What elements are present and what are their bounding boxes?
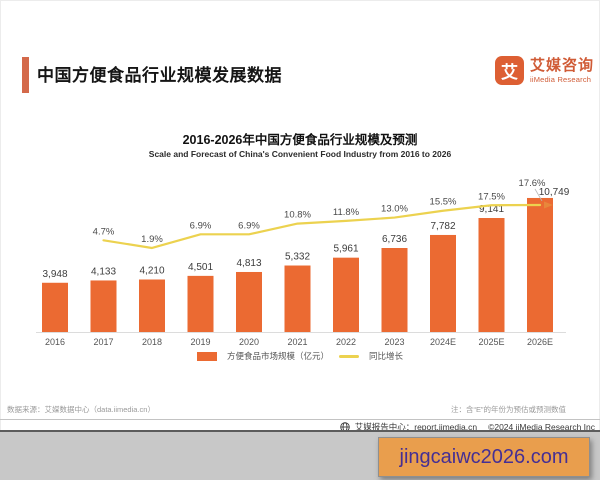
growth-label-leader [534, 188, 543, 202]
footer-divider [0, 419, 600, 420]
bar-2022 [333, 257, 359, 332]
growth-label-2019: 6.9% [190, 220, 212, 231]
axis-label-2019: 2019 [190, 337, 210, 347]
chart-subtitle: Scale and Forecast of China's Convenient… [148, 149, 452, 159]
bar-2025E [478, 218, 505, 332]
axis-label-2024E: 2024E [430, 337, 456, 347]
axis-label-2023: 2023 [384, 337, 404, 347]
axis-label-2026E: 2026E [527, 337, 553, 347]
bar-value-2018: 4,210 [139, 266, 164, 277]
iimedia-logo: 艾 艾媒咨询 iiMedia Research [495, 56, 594, 85]
bar-line-chart: 3,948 2016 4,133 2017 4,210 2018 4,501 2019 4,81… [36, 178, 570, 347]
bar-legend-label: 方便食品市场规模（亿元） [226, 351, 329, 361]
growth-label-2026E: 17.6% [519, 178, 546, 189]
bar-2023 [381, 248, 408, 332]
axis-label-2017: 2017 [93, 337, 113, 347]
axis-label-2022: 2022 [336, 337, 356, 347]
logo-name-cn: 艾媒咨询 [530, 57, 595, 74]
growth-line [102, 203, 542, 250]
growth-label-2020: 6.9% [238, 220, 260, 231]
line-legend-label: 同比增长 [369, 351, 404, 361]
axis-label-2018: 2018 [142, 337, 162, 347]
logo-name-en: iiMedia Research [530, 74, 592, 84]
bar-value-2021: 5,332 [285, 252, 310, 263]
bar-2017 [90, 280, 117, 332]
bar-value-2020: 4,813 [236, 258, 261, 269]
bar-2016 [42, 282, 68, 332]
copyright-text: ©2024 iiMedia Research Inc [488, 422, 595, 432]
growth-label-2021: 10.8% [284, 210, 311, 221]
report-center-link: 艾媒报告中心：report.iimedia.cn [354, 422, 478, 432]
growth-label-2022: 11.8% [333, 207, 360, 218]
axis-label-2016: 2016 [45, 337, 65, 347]
bar-value-2016: 3,948 [42, 269, 67, 280]
axis-label-2025E: 2025E [478, 337, 504, 347]
bar-value-2017: 4,133 [91, 266, 116, 277]
bar-value-2023: 6,736 [382, 234, 407, 245]
bar-2020 [236, 271, 262, 332]
growth-line-arrow [544, 201, 553, 209]
data-source-note: 数据来源：艾媒数据中心（data.iimedia.cn） [7, 405, 155, 414]
bar-legend-swatch [196, 351, 217, 361]
watermark-link[interactable]: jingcaiwc2026.com [378, 437, 590, 477]
bar-2024E [430, 234, 456, 332]
bar-2018 [139, 279, 165, 332]
growth-label-2018: 1.9% [141, 234, 163, 245]
bar-2019 [187, 275, 214, 332]
iimedia-logo-text: 艾媒咨询 iiMedia Research [530, 56, 595, 84]
bar-value-2026E: 10,749 [539, 187, 570, 198]
growth-label-2017: 4.7% [93, 226, 115, 237]
estimate-note: 注：含“E”的年份为预估或预测数值 [451, 405, 566, 414]
bar-value-2022: 5,961 [333, 244, 358, 255]
page-title: 中国方便食品行业规模发展数据 [37, 66, 282, 85]
bar-value-2025E: 9,141 [479, 204, 504, 215]
growth-label-2024E: 15.5% [430, 197, 457, 208]
line-legend-swatch [339, 354, 359, 358]
axis-label-2020: 2020 [239, 337, 259, 347]
title-accent-bar [22, 57, 29, 93]
bar-value-2024E: 7,782 [430, 221, 455, 232]
chart-title: 2016-2026年中国方便食品行业规模及预测 [182, 133, 418, 147]
page-bottom-border [0, 430, 600, 432]
growth-label-2025E: 17.5% [478, 191, 505, 202]
bar-value-2019: 4,501 [188, 262, 213, 273]
bar-2021 [284, 265, 311, 332]
bar-2026E [527, 197, 553, 332]
chart-legend: 方便食品市场规模（亿元） 同比增长 [0, 350, 600, 362]
axis-label-2021: 2021 [287, 337, 307, 347]
iimedia-logo-icon: 艾 [495, 56, 524, 85]
growth-label-2023: 13.0% [381, 204, 408, 215]
